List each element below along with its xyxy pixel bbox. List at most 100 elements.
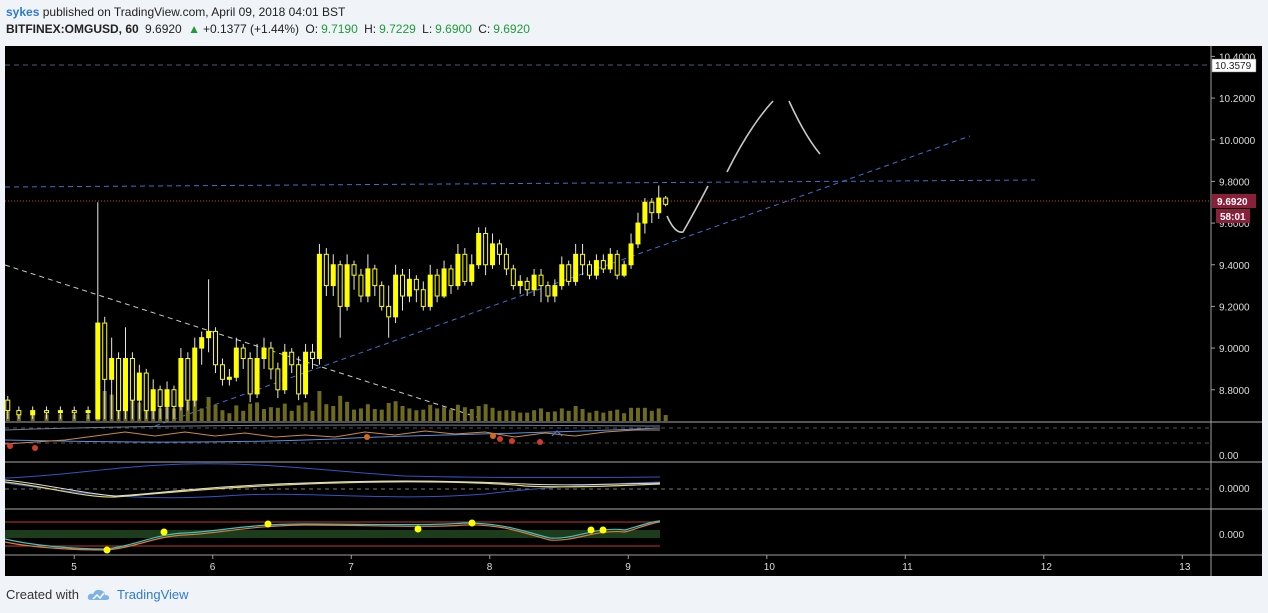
- volume-bar: [615, 409, 620, 421]
- candle-body: [642, 201, 648, 224]
- volume-bar: [525, 412, 530, 421]
- volume-bar: [296, 405, 301, 421]
- volume-bar: [622, 413, 627, 421]
- publish-line: sykes published on TradingView.com, Apri…: [6, 4, 533, 21]
- last-price: 9.6920: [145, 22, 182, 36]
- candle-body: [372, 268, 378, 287]
- volume-bar: [435, 408, 440, 421]
- price-axis-tick: 10.0000: [1219, 136, 1256, 147]
- time-axis-tick: 11: [902, 562, 913, 573]
- time-axis-tick: 6: [210, 562, 216, 573]
- candle-body: [178, 358, 184, 407]
- candle-body: [71, 410, 77, 414]
- candle-body: [282, 351, 288, 391]
- chart-area[interactable]: 8.8000 9.0000 9.2000 9.4000 9.6000 9.8000 10.0…: [4, 46, 1262, 576]
- author-link[interactable]: sykes: [6, 5, 40, 19]
- panel-1-line-orange: [4, 429, 660, 445]
- volume-bar: [462, 407, 467, 421]
- panel-2-line-blue: [4, 463, 661, 479]
- price-axis-tick: 9.2000: [1219, 302, 1250, 313]
- candle-body: [30, 410, 36, 416]
- panel-1-line-blue: [4, 427, 661, 443]
- volume-bar: [573, 406, 578, 421]
- candle-body: [102, 322, 108, 380]
- candle-body: [303, 351, 309, 395]
- volume-bar: [185, 401, 190, 421]
- price-chart[interactable]: 8.8000 9.0000 9.2000 9.4000 9.6000 9.8000 10.0…: [4, 46, 1262, 576]
- candle-body: [116, 358, 122, 412]
- volume-bar: [608, 410, 613, 421]
- time-axis[interactable]: 5 6 7 8 9 10 11 12 13: [71, 555, 1191, 573]
- volume-bar: [414, 410, 419, 421]
- volume-bar: [262, 409, 267, 421]
- candle-body: [573, 253, 579, 282]
- volume-bar: [310, 410, 315, 421]
- volume-bar: [497, 410, 502, 421]
- panel-3-tick: 0.000: [1219, 530, 1244, 541]
- candle-body: [586, 264, 592, 276]
- price-axis-tick: 8.8000: [1219, 386, 1250, 397]
- candle-body: [268, 347, 274, 370]
- candle-body: [386, 305, 392, 318]
- volume-bar: [642, 407, 647, 421]
- time-axis-tick: 8: [487, 562, 493, 573]
- ohlc-line: BITFINEX:OMGUSD, 60 9.6920 ▲ +0.1377 (+1.…: [6, 21, 533, 38]
- candle-body: [309, 351, 315, 359]
- candle-body: [351, 264, 357, 276]
- volume-bar: [365, 404, 370, 421]
- volume-bar: [393, 401, 398, 421]
- candle-body: [275, 368, 281, 391]
- candle-body: [44, 410, 50, 414]
- candle-body: [607, 253, 613, 270]
- volume-bar: [199, 408, 204, 421]
- volume-bar: [635, 407, 640, 421]
- volume-bar: [566, 410, 571, 421]
- candle-body: [289, 351, 295, 366]
- volume-bar: [206, 397, 211, 421]
- candle-body: [393, 274, 399, 318]
- candle-body: [503, 253, 509, 270]
- resistance-line: [4, 179, 1036, 188]
- candle-body: [400, 274, 406, 297]
- candle-body: [136, 372, 142, 401]
- candle-body: [95, 322, 101, 420]
- price-tag: 9.6920 58:01: [1212, 194, 1256, 223]
- volume-bar: [601, 412, 606, 421]
- price-axis-tick: 9.0000: [1219, 344, 1250, 355]
- candle-body: [254, 358, 260, 395]
- volume-bar: [442, 407, 447, 421]
- panel-1-line-grey: [4, 424, 661, 431]
- footer: Created with TradingView: [6, 587, 189, 602]
- candle-body: [455, 253, 461, 287]
- candle-body: [635, 222, 641, 245]
- volume-bar: [594, 410, 599, 421]
- candle-body: [434, 274, 440, 297]
- candle-body: [663, 197, 669, 205]
- candle-body: [5, 399, 11, 412]
- candle-body: [109, 358, 115, 380]
- high-value: 9.7229: [379, 22, 416, 36]
- volume-bar: [629, 407, 634, 421]
- volume-bar: [428, 404, 433, 421]
- volume-bar: [407, 408, 412, 421]
- publish-info: published on TradingView.com, April 09, …: [42, 5, 346, 19]
- price-axis[interactable]: 8.8000 9.0000 9.2000 9.4000 9.6000 9.8000 10.0…: [1211, 52, 1256, 397]
- tradingview-link[interactable]: TradingView: [116, 587, 189, 602]
- candle-body: [496, 243, 502, 255]
- candle-body: [143, 372, 149, 412]
- close-value: 9.6920: [493, 22, 530, 36]
- candle-body: [316, 253, 322, 359]
- volume-bar: [504, 410, 509, 421]
- volume-bar: [400, 406, 405, 421]
- volume-bar: [663, 415, 668, 421]
- price-axis-tick: 10.4000: [1219, 52, 1256, 63]
- volume-bar: [248, 403, 253, 421]
- volume-bar: [220, 410, 225, 421]
- time-axis-tick: 5: [71, 562, 77, 573]
- candle-body: [538, 274, 544, 287]
- low-label: L:: [422, 22, 433, 36]
- candle-body: [129, 358, 135, 401]
- symbol-label: BITFINEX:OMGUSD, 60: [6, 22, 139, 36]
- volume-bar: [345, 401, 350, 421]
- panel-2-tick: 0.0000: [1219, 484, 1250, 495]
